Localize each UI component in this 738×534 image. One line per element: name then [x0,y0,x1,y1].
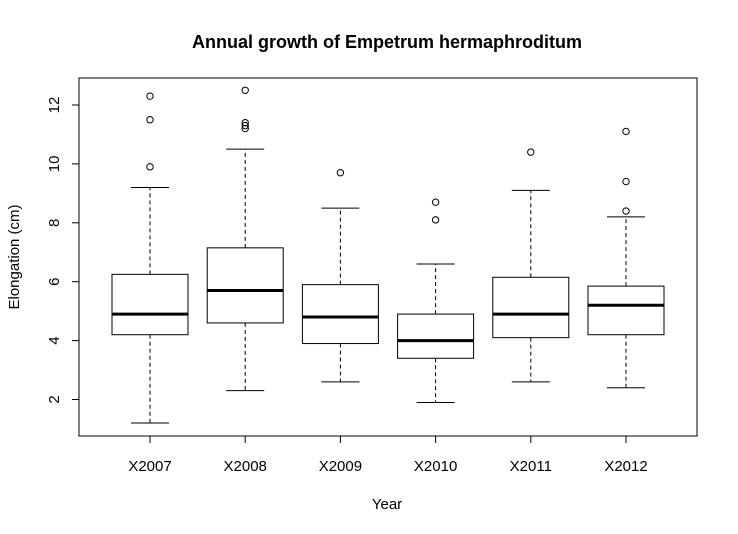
y-axis-label: Elongation (cm) [6,204,23,309]
outlier-point [622,207,630,215]
y-tick-label: 8 [46,219,63,227]
box-group-x2009 [301,169,379,383]
outlier-point [146,92,154,100]
chart-title: Annual growth of Empetrum hermaphroditum [192,32,582,52]
iqr-box [301,284,379,345]
boxes [111,86,665,424]
x-tick-label: X2012 [604,458,647,475]
outlier-point [431,198,440,206]
iqr-box [206,247,284,324]
y-tick-label: 6 [46,278,63,286]
y-tick-label: 10 [46,156,63,173]
x-axis: X2007 X2008 X2009 X2010 X2011 X2012 [128,435,648,475]
outlier-point [241,118,249,127]
outlier-point [622,177,630,186]
iqr-box [587,285,665,336]
x-tick-label: X2008 [224,458,267,475]
outlier-point [146,163,154,171]
outlier-point [431,216,440,224]
y-axis: 2 4 6 8 10 12 [46,97,80,404]
iqr-box [492,276,570,339]
outlier-point [241,121,249,130]
outlier-point [527,148,535,156]
x-axis-label: Year [372,496,402,513]
box-group-x2012 [587,127,665,389]
box-group-x2008 [206,86,284,392]
y-tick-label: 2 [46,395,63,403]
iqr-box [397,313,475,359]
box-group-x2007 [111,92,189,424]
x-tick-label: X2009 [319,458,362,475]
outlier-point [146,116,154,124]
y-tick-label: 12 [46,97,63,114]
outlier-point [241,86,249,94]
outlier-point [622,127,630,136]
outlier-point [241,124,249,133]
x-tick-label: X2007 [128,458,171,475]
box-group-x2010 [397,198,475,403]
x-tick-label: X2010 [414,458,457,475]
y-tick-label: 4 [46,336,63,344]
plot-frame [78,77,698,437]
iqr-box [111,273,189,336]
outlier-point [336,169,345,177]
box-group-x2011 [492,148,570,383]
x-tick-label: X2011 [510,458,552,475]
